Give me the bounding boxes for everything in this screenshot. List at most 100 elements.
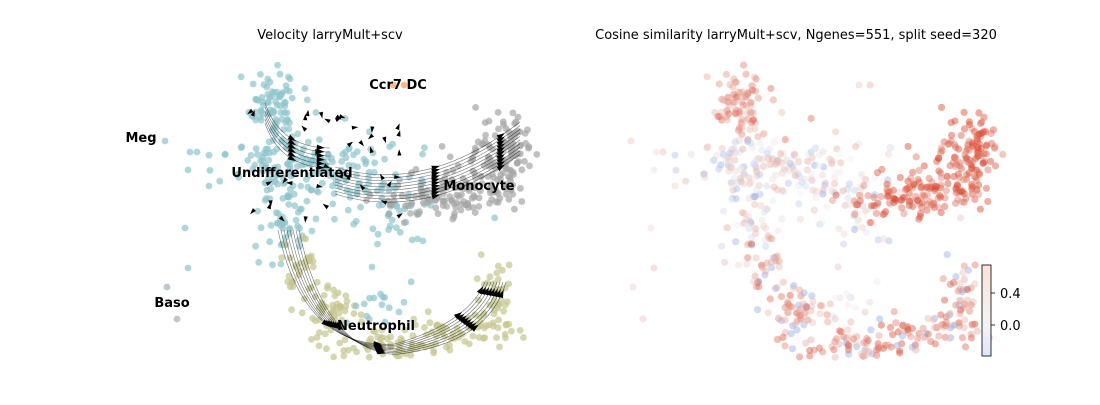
cosine-cell-point	[862, 352, 870, 360]
cosine-cell-point	[972, 155, 980, 163]
cosine-cell-point	[804, 316, 812, 324]
cosine-cell-point	[729, 186, 737, 194]
monocyte-cell-point	[474, 138, 482, 146]
undifferentiated-cell-point	[381, 318, 389, 326]
neutrophil-cell-point	[378, 326, 386, 334]
undifferentiated-cell-point	[312, 215, 320, 223]
cosine-cell-point	[845, 342, 853, 350]
cosine-cell-point	[802, 303, 811, 311]
cosine-cell-point	[903, 323, 912, 331]
cosine-cell-point	[918, 203, 926, 211]
cosine-cell-point	[952, 273, 960, 281]
cosine-cell-point	[957, 214, 965, 222]
cosine-cell-point	[915, 178, 923, 186]
cosine-cell-point	[960, 108, 968, 116]
cosine-cell-point	[754, 278, 762, 286]
cosine-cell-point	[890, 308, 898, 316]
neutrophil-cell-point	[459, 330, 466, 338]
undifferentiated-cell-point	[261, 179, 269, 187]
cosine-cell-point	[874, 199, 882, 207]
cosine-cell-point	[908, 343, 916, 351]
monocyte-cell-point	[511, 120, 518, 127]
cosine-cell-point	[711, 108, 719, 116]
cosine-cell-point	[896, 349, 904, 357]
cosine-cell-point	[855, 81, 863, 89]
undifferentiated-cell-point	[291, 202, 299, 210]
cosine-cell-point	[743, 260, 751, 268]
cosine-cell-point	[687, 151, 695, 159]
monocyte-cell-point	[518, 166, 526, 174]
baso-cell-point	[163, 283, 171, 291]
neutrophil-cell-point	[288, 306, 295, 314]
cosine-cell-point	[956, 187, 965, 195]
velocity-arrowhead	[316, 148, 325, 154]
monocyte-cell-point	[511, 152, 519, 160]
undifferentiated-cell-point	[266, 167, 274, 175]
cosine-cell-point	[819, 190, 827, 198]
cosine-cell-point	[879, 210, 887, 219]
monocyte-cell-point	[488, 182, 495, 190]
cosine-cell-point	[871, 173, 880, 181]
cosine-cell-point	[819, 186, 827, 194]
cosine-cell-point	[738, 115, 746, 123]
cosine-cell-point	[720, 96, 728, 104]
undifferentiated-cell-point	[265, 156, 273, 164]
cosine-cell-point	[790, 282, 798, 290]
cosine-cell-point	[960, 262, 968, 270]
monocyte-cell-point	[451, 184, 459, 192]
cosine-cell-point	[912, 153, 920, 161]
cosine-cell-point	[911, 341, 919, 349]
cosine-cell-point	[724, 93, 732, 101]
monocyte-cell-point	[485, 117, 493, 125]
neutrophil-cell-point	[490, 322, 497, 330]
cosine-cell-point	[914, 197, 922, 205]
cosine-cell-point	[831, 174, 839, 182]
cosine-cell-point	[890, 198, 898, 207]
cosine-cell-point	[718, 116, 726, 124]
cosine-cell-point	[887, 343, 895, 351]
cosine-cell-point	[770, 138, 778, 146]
cosine-cell-point	[796, 353, 804, 361]
cosine-cell-point	[752, 185, 760, 193]
cosine-cell-point	[802, 182, 810, 190]
cosine-cell-point	[934, 154, 943, 162]
cosine-cell-point	[915, 166, 923, 174]
monocyte-cell-point	[507, 186, 515, 194]
cosine-cell-point	[933, 183, 941, 191]
cosine-cell-point	[935, 322, 943, 330]
monocyte-cell-point	[502, 190, 510, 198]
cosine-cell-point	[835, 327, 844, 335]
cosine-cell-point	[941, 202, 949, 211]
cosine-cell-point	[703, 144, 711, 152]
neutrophil-cell-point	[278, 254, 286, 262]
cosine-cell-point	[923, 200, 931, 208]
cosine-cell-point	[747, 98, 755, 106]
cosine-cell-point	[739, 145, 747, 153]
cosine-cell-point	[738, 130, 746, 138]
cosine-cell-point	[874, 345, 883, 353]
cosine-cell-point	[767, 160, 775, 168]
cosine-cell-point	[775, 257, 783, 265]
undifferentiated-cell-point	[244, 157, 252, 164]
cosine-cell-point	[781, 136, 789, 144]
cosine-cell-point	[734, 88, 742, 96]
undifferentiated-cell-point	[279, 195, 287, 202]
cosine-cell-point	[788, 303, 796, 311]
cosine-cell-point	[952, 154, 960, 163]
cosine-cell-point	[744, 137, 752, 145]
undifferentiated-cell-point	[266, 238, 274, 246]
cosine-cell-point	[748, 241, 756, 249]
neutrophil-cell-point	[491, 306, 498, 314]
neutrophil-cell-point	[341, 336, 349, 344]
cosine-cell-point	[652, 148, 660, 156]
cosine-cell-point	[872, 346, 881, 354]
cosine-cell-point	[739, 219, 747, 227]
cosine-cell-point	[759, 155, 767, 163]
cosine-cell-point	[946, 324, 955, 332]
cosine-cell-point	[945, 140, 953, 148]
undifferentiated-cell-point	[369, 225, 377, 233]
undifferentiated-cell-point	[252, 96, 260, 103]
cosine-cell-point	[961, 343, 970, 351]
undifferentiated-cell-point	[319, 179, 326, 187]
